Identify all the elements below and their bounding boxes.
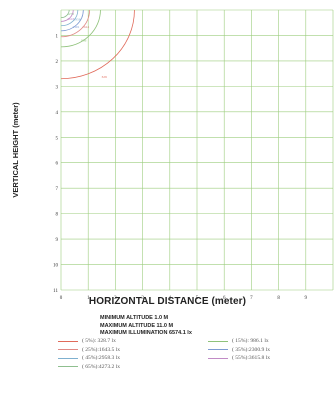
- y-tick-label: 10: [53, 264, 59, 269]
- legend-swatch: [208, 340, 228, 342]
- y-tick-label: 8: [56, 213, 59, 218]
- contour-line: [60, 9, 84, 32]
- x-tick-label: 9: [305, 296, 308, 300]
- y-tick-label: 5: [56, 136, 59, 141]
- y-tick-label: 1: [56, 34, 59, 39]
- y-axis-label: VERTICAL HEIGHT (meter): [11, 102, 20, 198]
- legend-label: ( 5%): 328.7 lx: [82, 338, 116, 344]
- x-tick-label: 1: [87, 296, 90, 300]
- legend-item: ( 15%): 986.1 lx: [208, 338, 269, 344]
- legend-swatch: [58, 340, 78, 342]
- x-tick-label: 4: [169, 296, 172, 300]
- contour-label: 1644: [82, 25, 89, 29]
- x-tick-label: 3: [141, 296, 144, 300]
- legend-item: ( 55%):3615.8 lx: [208, 355, 270, 361]
- legend-item: ( 45%):2958.3 lx: [58, 355, 120, 361]
- y-tick-label: 4: [56, 111, 59, 116]
- y-tick-label: 11: [53, 289, 58, 294]
- chart-info: MINIMUM ALTITUDE 1.0 M MAXIMUM ALTITUDE …: [100, 315, 192, 338]
- y-tick-label: 6: [56, 162, 59, 167]
- contour-line: [60, 9, 90, 38]
- axis-ticks: 0 1 2 3 4 5 6 7 8 9 1 2 3 4 5 6 7 8 9 10 11: [53, 34, 308, 300]
- legend-item: ( 25%):1643.5 lx: [58, 347, 120, 353]
- contour-label: 3616: [67, 17, 74, 21]
- contour-line: [60, 9, 135, 80]
- x-tick-label: 8: [277, 296, 280, 300]
- legend-label: ( 55%):3615.8 lx: [232, 355, 271, 361]
- contour-label: 4273: [67, 12, 74, 16]
- contour-line: [60, 9, 79, 27]
- y-tick-label: 9: [56, 238, 59, 243]
- contour-line: [60, 9, 101, 48]
- y-tick-label: 7: [56, 187, 59, 192]
- legend-label: ( 15%): 986.1 lx: [232, 338, 269, 344]
- legend-swatch: [208, 349, 228, 350]
- x-tick-label: 7: [250, 296, 253, 300]
- chart-grid: [60, 9, 334, 291]
- min-altitude: MINIMUM ALTITUDE 1.0 M: [100, 315, 169, 321]
- legend-label: ( 25%):1643.5 lx: [82, 346, 121, 353]
- max-altitude: MAXIMUM ALTITUDE 11.0 M: [100, 322, 174, 329]
- legend-item: ( 35%):2300.9 lx: [208, 347, 270, 353]
- legend-swatch: [58, 349, 78, 350]
- contour-line: [60, 9, 74, 22]
- legend-label: ( 45%):2958.3 lx: [82, 355, 121, 361]
- contour-label: 986: [81, 39, 87, 43]
- x-tick-label: 0: [60, 296, 63, 300]
- contour-label: 329: [101, 75, 107, 79]
- max-illumination: MAXIMUM ILLUMINATION 6574.1 lx: [100, 330, 192, 336]
- legend-item: ( 5%): 328.7 lx: [58, 338, 116, 344]
- legend-swatch: [58, 366, 78, 367]
- contour-line: [60, 9, 70, 19]
- y-tick-label: 3: [56, 85, 59, 90]
- y-tick-label: 2: [56, 60, 59, 65]
- x-axis-label: HORIZONTAL DISTANCE (meter): [88, 296, 247, 307]
- x-tick-label: 2: [114, 296, 117, 300]
- contour-label: 2301: [72, 25, 79, 29]
- legend-label: ( 65%):4273.2 lx: [82, 363, 121, 370]
- legend-item: ( 65%):4273.2 lx: [58, 364, 120, 370]
- legend-swatch: [58, 357, 78, 359]
- x-tick-label: 5: [196, 296, 199, 300]
- legend-swatch: [208, 357, 228, 359]
- x-tick-label: 6: [223, 296, 226, 300]
- legend-label: ( 35%):2300.9 lx: [232, 346, 271, 353]
- contour-label: 2958: [74, 18, 81, 22]
